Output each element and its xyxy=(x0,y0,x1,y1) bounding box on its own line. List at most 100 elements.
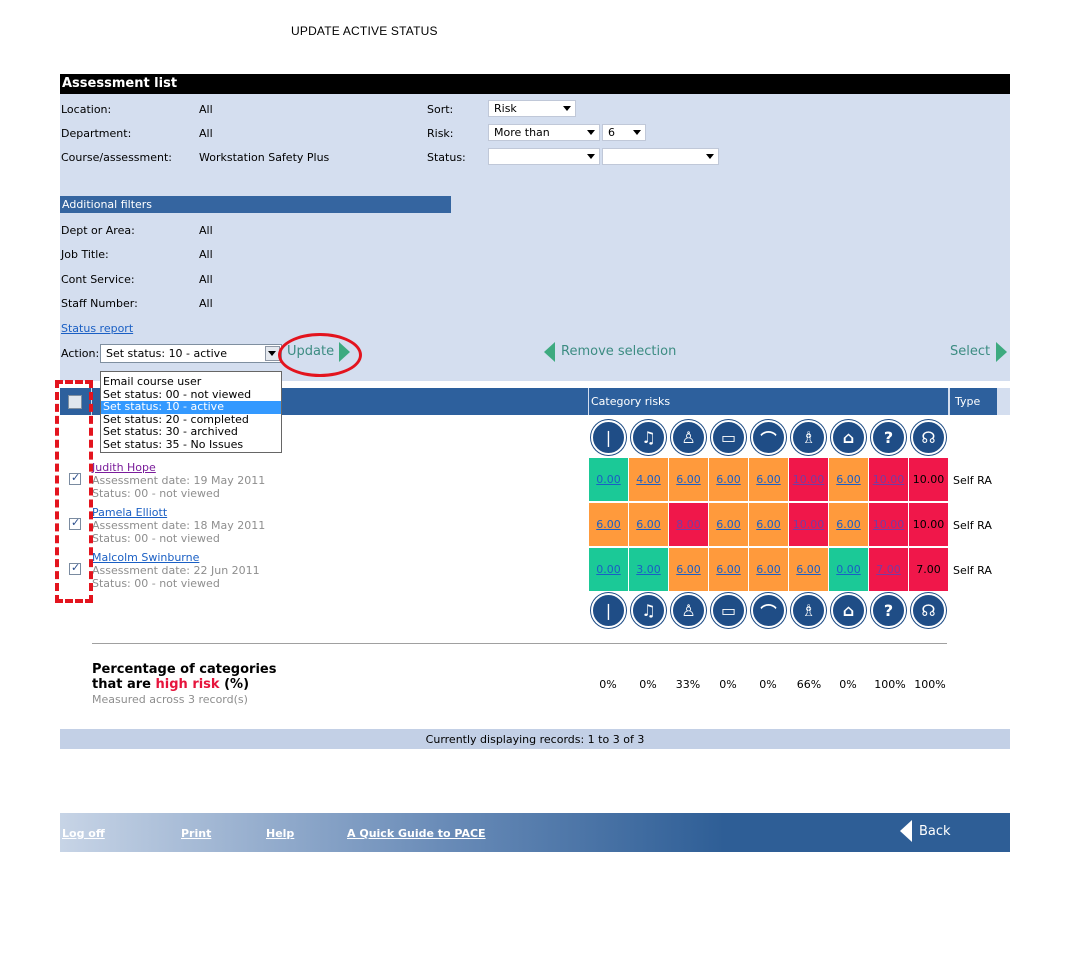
percentage-value: 0% xyxy=(719,678,737,691)
dropdown-option[interactable]: Email course user xyxy=(103,375,202,388)
action-dropdown-list: Email course user Set status: 00 - not v… xyxy=(100,371,282,453)
risk-value-select[interactable]: 6 xyxy=(602,124,646,141)
dropdown-option[interactable]: Set status: 20 - completed xyxy=(103,412,249,426)
score-cell[interactable]: 10.00 xyxy=(869,503,908,546)
chevron-down-icon xyxy=(706,154,714,159)
risk-value: 6 xyxy=(608,126,615,139)
laptop-icon: ⌂ xyxy=(831,593,866,628)
score-cell[interactable]: 6.00 xyxy=(749,548,788,591)
score-cell[interactable]: 7.00 xyxy=(869,548,908,591)
category-risks-header: Category risks xyxy=(589,388,948,415)
person-name-link[interactable]: Judith Hope xyxy=(92,461,156,474)
row-checkbox[interactable] xyxy=(69,471,81,485)
score-cell[interactable]: 3.00 xyxy=(629,548,668,591)
score-cell[interactable]: 0.00 xyxy=(589,548,628,591)
risk-operator-select[interactable]: More than xyxy=(488,124,600,141)
help-link[interactable]: Help xyxy=(266,827,295,840)
records-status: Currently displaying records: 1 to 3 of … xyxy=(60,729,1010,749)
score-cell[interactable]: 6.00 xyxy=(749,503,788,546)
location-value: All xyxy=(199,103,213,116)
quick-guide-link[interactable]: A Quick Guide to PACE xyxy=(347,827,486,840)
course-value: Workstation Safety Plus xyxy=(199,151,330,164)
page-title: UPDATE ACTIVE STATUS xyxy=(291,24,438,38)
dept-area-value: All xyxy=(199,224,213,237)
score-cell[interactable]: 6.00 xyxy=(589,503,628,546)
department-value: All xyxy=(199,127,213,140)
total-score-cell: 10.00 xyxy=(909,458,948,501)
status-select-2[interactable] xyxy=(602,148,719,165)
additional-filters-header: Additional filters xyxy=(60,196,451,213)
log-off-link[interactable]: Log off xyxy=(62,827,105,840)
score-cell[interactable]: 4.00 xyxy=(629,458,668,501)
score-cell[interactable]: 6.00 xyxy=(749,458,788,501)
score-cell[interactable]: 10.00 xyxy=(869,458,908,501)
status-text: Status: 00 - not viewed xyxy=(92,577,220,590)
score-cell[interactable]: 0.00 xyxy=(589,458,628,501)
score-cell[interactable]: 6.00 xyxy=(629,503,668,546)
sort-select-value: Risk xyxy=(494,102,517,115)
score-cell[interactable]: 6.00 xyxy=(709,548,748,591)
dept-area-label: Dept or Area: xyxy=(61,224,135,237)
desk-icon: ♗ xyxy=(791,420,826,455)
row-checkbox[interactable] xyxy=(69,516,81,530)
assessment-date: Assessment date: 19 May 2011 xyxy=(92,474,266,487)
type-header: Type xyxy=(950,388,997,415)
status-select-1[interactable] xyxy=(488,148,600,165)
staff-number-value: All xyxy=(199,297,213,310)
score-cell[interactable]: 6.00 xyxy=(709,503,748,546)
sort-select[interactable]: Risk xyxy=(488,100,576,117)
chevron-down-icon xyxy=(633,130,641,135)
score-cell[interactable]: 10.00 xyxy=(789,458,828,501)
back-arrow-icon[interactable] xyxy=(900,820,912,842)
dropdown-option[interactable]: Set status: 00 - not viewed xyxy=(103,387,252,401)
action-select[interactable]: Set status: 10 - active xyxy=(100,344,282,363)
dropdown-option[interactable]: Set status: 35 - No Issues xyxy=(103,437,244,451)
mouse-icon: ⌒ xyxy=(751,593,786,628)
score-cell[interactable]: 6.00 xyxy=(829,458,868,501)
chevron-down-icon xyxy=(587,130,595,135)
percentage-subtitle: Measured across 3 record(s) xyxy=(92,693,248,706)
action-label: Action: xyxy=(61,347,100,360)
staff-number-label: Staff Number: xyxy=(61,297,138,310)
arrow-left-icon[interactable] xyxy=(544,342,555,362)
music-icon: ♫ xyxy=(631,593,666,628)
score-cell[interactable]: 6.00 xyxy=(669,548,708,591)
risk-label: Risk: xyxy=(427,127,454,140)
type-value: Self RA xyxy=(953,519,992,532)
checkbox-highlight-box xyxy=(55,380,93,603)
score-cell[interactable]: 10.00 xyxy=(789,503,828,546)
score-cell[interactable]: 6.00 xyxy=(829,503,868,546)
spine-icon: ❘ xyxy=(591,420,626,455)
assessment-date: Assessment date: 22 Jun 2011 xyxy=(92,564,260,577)
select-button[interactable]: Select xyxy=(950,344,991,359)
score-cell[interactable]: 6.00 xyxy=(709,458,748,501)
person-name-link[interactable]: Malcolm Swinburne xyxy=(92,551,200,564)
score-cell[interactable]: 6.00 xyxy=(789,548,828,591)
row-checkbox[interactable] xyxy=(69,561,81,575)
cont-service-value: All xyxy=(199,273,213,286)
remove-selection-button[interactable]: Remove selection xyxy=(561,344,677,359)
score-cell[interactable]: 8.00 xyxy=(669,503,708,546)
cont-service-label: Cont Service: xyxy=(61,273,135,286)
score-cell[interactable]: 0.00 xyxy=(829,548,868,591)
percentage-title-line1: Percentage of categories xyxy=(92,662,277,677)
dropdown-option[interactable]: Set status: 30 - archived xyxy=(103,425,238,438)
percentage-value: 100% xyxy=(914,678,946,691)
department-label: Department: xyxy=(61,127,132,140)
percentage-value: 0% xyxy=(639,678,657,691)
person-name-link[interactable]: Pamela Elliott xyxy=(92,506,168,519)
select-all-checkbox[interactable] xyxy=(68,395,82,409)
arrow-right-icon[interactable] xyxy=(996,342,1007,362)
score-cell[interactable]: 6.00 xyxy=(669,458,708,501)
bottom-nav-bar: Log off Print Help A Quick Guide to PACE… xyxy=(60,813,1010,852)
status-report-link[interactable]: Status report xyxy=(61,322,134,335)
back-button[interactable]: Back xyxy=(919,824,951,839)
chevron-down-icon xyxy=(563,106,571,111)
print-link[interactable]: Print xyxy=(181,827,212,840)
type-value: Self RA xyxy=(953,564,992,577)
laptop-icon: ⌂ xyxy=(831,420,866,455)
update-highlight-oval xyxy=(278,333,362,377)
status-text: Status: 00 - not viewed xyxy=(92,532,220,545)
job-title-label: Job Title: xyxy=(61,248,109,261)
dropdown-option-selected[interactable]: Set status: 10 - active xyxy=(101,400,281,414)
